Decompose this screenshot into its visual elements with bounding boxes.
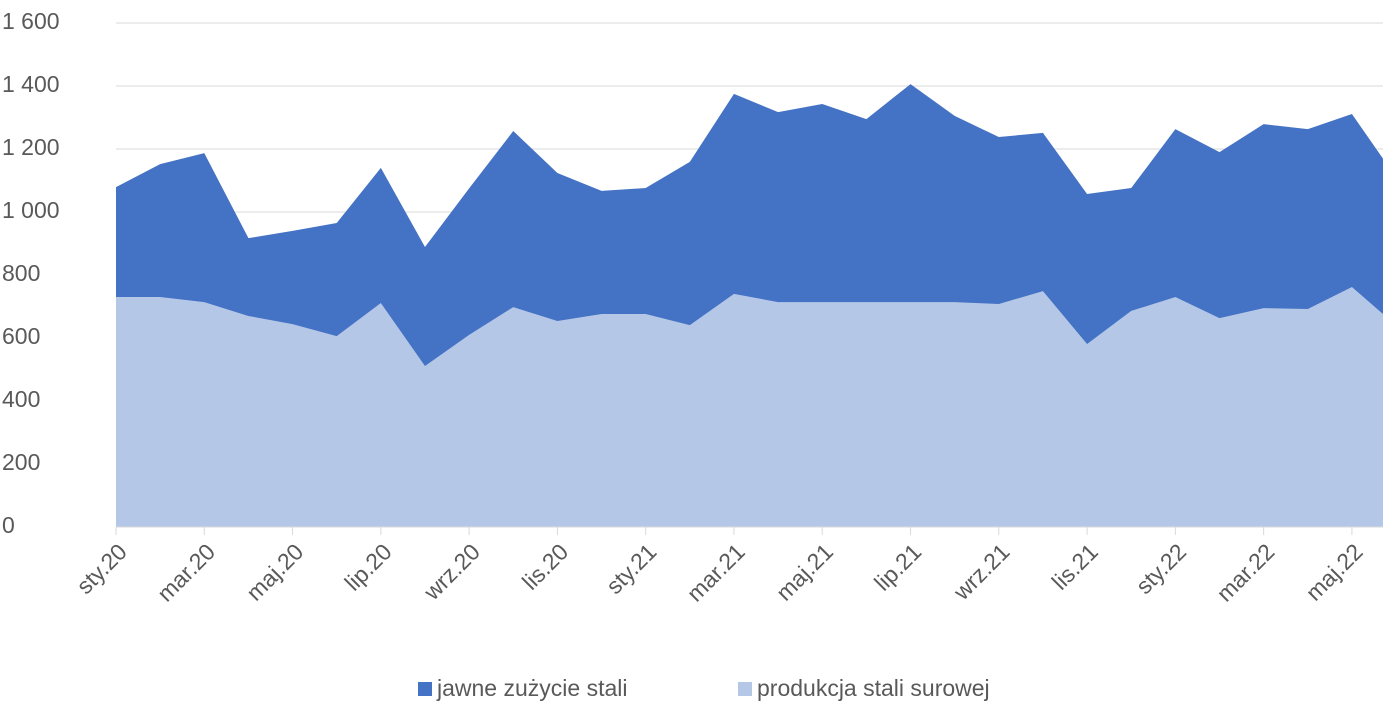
x-tick-label: lis.20 — [517, 538, 573, 594]
y-tick-label: 1 600 — [2, 8, 60, 34]
x-tick-label: maj.22 — [1301, 538, 1368, 605]
x-tick-label: mar.21 — [682, 538, 750, 606]
x-tick-label: sty.22 — [1131, 538, 1192, 599]
y-tick-label: 1 400 — [2, 71, 60, 97]
legend-label: jawne zużycie stali — [436, 675, 627, 701]
area — [116, 286, 1383, 527]
x-tick-label: sty.21 — [601, 538, 662, 599]
x-tick-label: mar.20 — [152, 538, 220, 606]
x-tick-label: sty.20 — [71, 538, 132, 599]
x-tick-label: wrz.21 — [948, 538, 1015, 605]
y-tick-label: 0 — [2, 512, 15, 538]
x-tick-label: wrz.20 — [418, 538, 485, 605]
y-tick-label: 600 — [2, 323, 40, 349]
x-tick-label: lip.20 — [339, 538, 396, 595]
plot-area — [116, 84, 1383, 527]
x-tick-label: mar.22 — [1211, 538, 1279, 606]
legend-swatch — [738, 682, 752, 696]
legend-label: produkcja stali surowej — [757, 675, 990, 701]
y-tick-label: 800 — [2, 260, 40, 286]
y-tick-label: 1 000 — [2, 197, 60, 223]
x-tick-label: lip.21 — [869, 538, 926, 595]
x-tick-label: maj.21 — [771, 538, 838, 605]
y-tick-label: 200 — [2, 449, 40, 475]
legend-swatch — [418, 682, 432, 696]
y-tick-label: 1 200 — [2, 134, 60, 160]
y-tick-label: 400 — [2, 386, 40, 412]
x-tick-label: maj.20 — [241, 538, 308, 605]
x-tick-label: lis.21 — [1047, 538, 1103, 594]
